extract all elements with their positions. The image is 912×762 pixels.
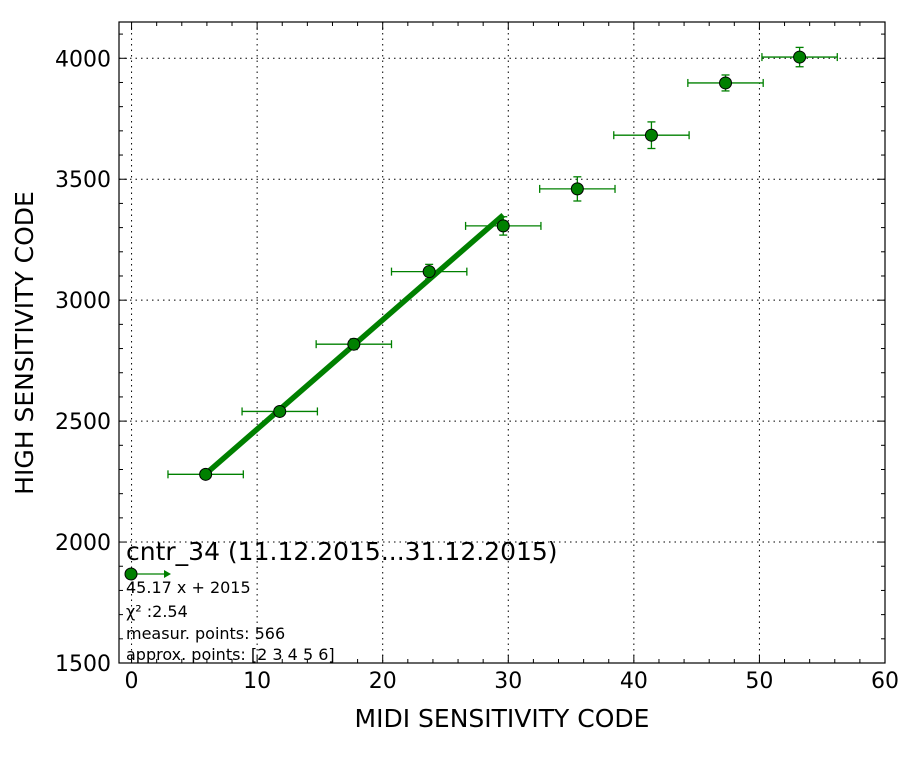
y-tick-label: 4000: [55, 47, 111, 72]
x-tick-label: 40: [620, 669, 648, 694]
data-point: [241, 404, 319, 418]
x-tick-label: 20: [369, 669, 397, 694]
data-point: [390, 263, 468, 280]
point-marker: [273, 404, 287, 418]
point-marker: [422, 265, 436, 279]
x-tick-label: 10: [243, 669, 271, 694]
y-tick-label: 2000: [55, 531, 111, 556]
x-tick-label: 0: [125, 669, 139, 694]
legend-marker: [124, 567, 171, 581]
x-tick-labels: 0 10 20 30 40 50 60: [125, 669, 899, 694]
axis-ticks: [119, 22, 886, 664]
plot-frame: [118, 21, 886, 664]
y-tick-label: 1500: [55, 652, 111, 677]
legend-measured-points: measur. points: 566: [126, 624, 285, 643]
legend-chi-square: χ² :2.54: [126, 602, 188, 621]
data-point: [687, 74, 764, 92]
legend-approx-points: approx. points: [2 3 4 5 6]: [126, 645, 335, 664]
x-tick-label: 60: [871, 669, 899, 694]
data-point: [315, 337, 393, 351]
point-marker: [496, 219, 510, 233]
data-point: [613, 121, 690, 150]
y-tick-label: 3500: [55, 168, 111, 193]
point-marker: [199, 467, 213, 481]
x-axis-title: MIDI SENSITIVITY CODE: [355, 704, 650, 733]
y-tick-labels: 1500 2000 2500 3000 3500 4000: [55, 47, 111, 677]
point-marker: [347, 337, 361, 351]
x-tick-label: 50: [745, 669, 773, 694]
data-point: [539, 176, 616, 202]
legend-title: cntr_34 (11.12.2015...31.12.2015): [126, 537, 558, 566]
y-tick-label: 2500: [55, 410, 111, 435]
legend-fit-equation: 45.17 x + 2015: [126, 578, 251, 597]
point-marker: [719, 76, 733, 90]
data-point: [761, 46, 838, 68]
plot-area: [119, 22, 885, 663]
data-point: [464, 216, 542, 236]
point-marker: [793, 50, 807, 64]
x-tick-label: 30: [494, 669, 522, 694]
point-marker: [570, 182, 584, 196]
legend: cntr_34 (11.12.2015...31.12.2015) 45.17 …: [124, 537, 558, 664]
y-tick-label: 3000: [55, 289, 111, 314]
point-marker: [644, 128, 658, 142]
y-axis-title: HIGH SENSITIVITY CODE: [10, 191, 39, 495]
data-point: [167, 467, 244, 481]
data-points: [167, 46, 838, 481]
